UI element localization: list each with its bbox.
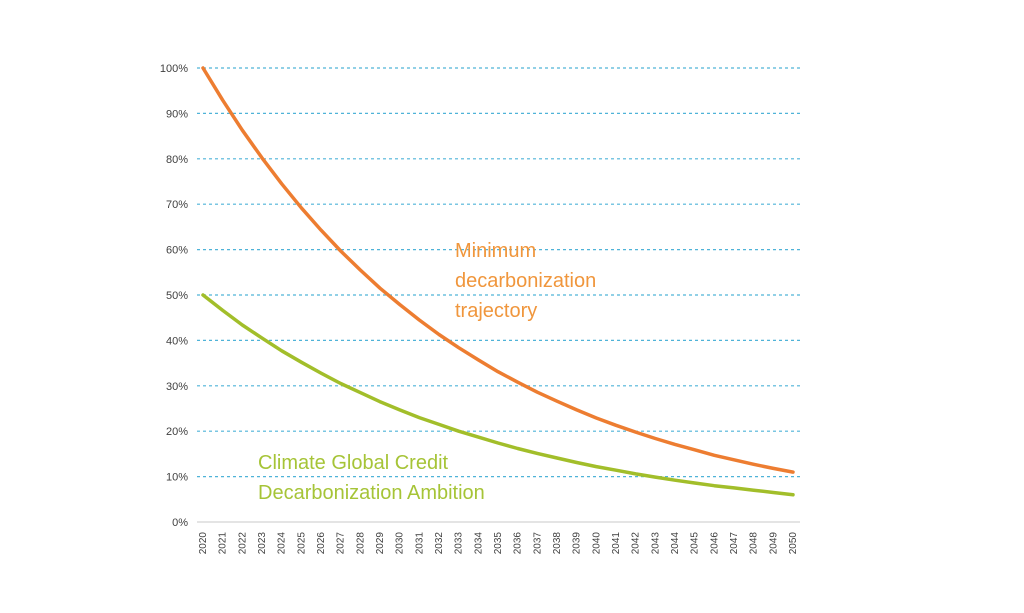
x-tick-label: 2031 bbox=[414, 532, 425, 555]
x-tick-label: 2027 bbox=[336, 532, 347, 555]
x-tick-label: 2036 bbox=[513, 532, 524, 555]
x-tick-label: 2045 bbox=[690, 532, 701, 555]
x-tick-label: 2042 bbox=[631, 532, 642, 555]
x-tick-label: 2030 bbox=[395, 532, 406, 555]
x-tick-label: 2038 bbox=[552, 532, 563, 555]
y-tick-label: 100% bbox=[160, 63, 188, 75]
x-tick-label: 2035 bbox=[493, 532, 504, 555]
y-tick-label: 0% bbox=[172, 517, 188, 529]
x-tick-label: 2040 bbox=[591, 532, 602, 555]
x-tick-label: 2043 bbox=[650, 532, 661, 555]
series-line bbox=[201, 66, 795, 474]
y-tick-label: 40% bbox=[166, 335, 188, 347]
y-tick-label: 20% bbox=[166, 426, 188, 438]
x-tick-label: 2029 bbox=[375, 532, 386, 555]
x-tick-label: 2033 bbox=[454, 532, 465, 555]
x-tick-label: 2026 bbox=[316, 532, 327, 555]
y-tick-label: 70% bbox=[166, 199, 188, 211]
y-tick-label: 60% bbox=[166, 245, 188, 257]
x-tick-label: 2024 bbox=[277, 532, 288, 555]
x-tick-label: 2020 bbox=[198, 532, 209, 555]
y-tick-label: 90% bbox=[166, 108, 188, 120]
x-tick-label: 2041 bbox=[611, 532, 622, 555]
x-tick-label: 2050 bbox=[788, 532, 799, 555]
x-tick-label: 2048 bbox=[749, 532, 760, 555]
y-tick-label: 80% bbox=[166, 154, 188, 166]
x-tick-label: 2028 bbox=[355, 532, 366, 555]
x-tick-label: 2034 bbox=[473, 532, 484, 555]
x-tick-label: 2021 bbox=[218, 532, 229, 555]
y-tick-label: 30% bbox=[166, 381, 188, 393]
x-tick-label: 2039 bbox=[572, 532, 583, 555]
x-tick-label: 2044 bbox=[670, 532, 681, 555]
x-tick-label: 2022 bbox=[237, 532, 248, 555]
x-tick-label: 2023 bbox=[257, 532, 268, 555]
x-tick-label: 2047 bbox=[729, 532, 740, 555]
x-tick-label: 2049 bbox=[768, 532, 779, 555]
series-line bbox=[201, 293, 795, 497]
x-tick-label: 2025 bbox=[296, 532, 307, 555]
y-tick-label: 50% bbox=[166, 290, 188, 302]
y-tick-label: 10% bbox=[166, 472, 188, 484]
x-tick-label: 2046 bbox=[709, 532, 720, 555]
x-tick-label: 2037 bbox=[532, 532, 543, 555]
x-tick-label: 2032 bbox=[434, 532, 445, 555]
